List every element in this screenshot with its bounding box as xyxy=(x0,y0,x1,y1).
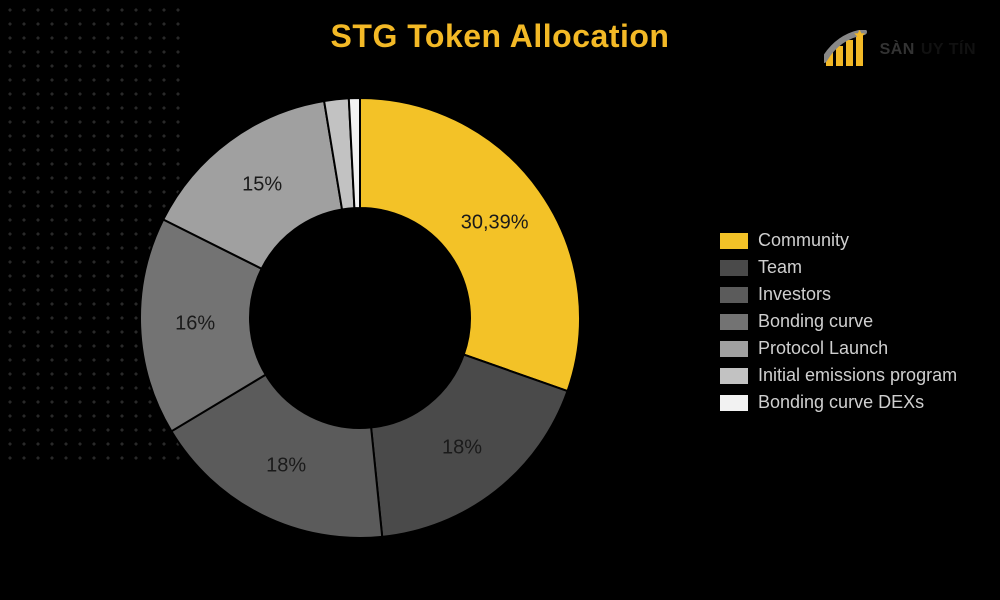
legend-swatch xyxy=(720,341,748,357)
legend-item-initial-emissions-program: Initial emissions program xyxy=(720,365,957,386)
legend-label: Initial emissions program xyxy=(758,365,957,386)
legend-swatch xyxy=(720,287,748,303)
legend-label: Bonding curve xyxy=(758,311,873,332)
legend-label: Team xyxy=(758,257,802,278)
legend-swatch xyxy=(720,314,748,330)
legend-item-bonding-curve: Bonding curve xyxy=(720,311,957,332)
legend-label: Community xyxy=(758,230,849,251)
legend-label: Protocol Launch xyxy=(758,338,888,359)
logo-text: SÀN UY TÍN xyxy=(880,41,976,59)
legend-item-bonding-curve-dexs: Bonding curve DEXs xyxy=(720,392,957,413)
brand-logo: SÀN UY TÍN xyxy=(824,30,976,70)
legend-swatch xyxy=(720,368,748,384)
legend-item-investors: Investors xyxy=(720,284,957,305)
slice-label-bonding-curve: 16% xyxy=(175,313,215,336)
chart-legend: Community Team Investors Bonding curve Proto… xyxy=(720,230,957,413)
logo-text-uytin: UY TÍN xyxy=(921,41,976,59)
legend-swatch xyxy=(720,260,748,276)
slice-label-protocol-launch: 15% xyxy=(242,174,282,197)
logo-text-san: SÀN xyxy=(880,41,915,59)
slice-label-community: 30,39% xyxy=(461,211,529,234)
donut-slice-community xyxy=(360,98,580,391)
legend-swatch xyxy=(720,395,748,411)
logo-bars-icon xyxy=(824,30,872,70)
legend-swatch xyxy=(720,233,748,249)
legend-label: Investors xyxy=(758,284,831,305)
legend-item-protocol-launch: Protocol Launch xyxy=(720,338,957,359)
legend-item-community: Community xyxy=(720,230,957,251)
slice-label-investors: 18% xyxy=(266,454,306,477)
donut-chart: 30,39% 18% 18% 16% 15% xyxy=(130,88,590,548)
legend-item-team: Team xyxy=(720,257,957,278)
slice-label-team: 18% xyxy=(442,436,482,459)
legend-label: Bonding curve DEXs xyxy=(758,392,924,413)
